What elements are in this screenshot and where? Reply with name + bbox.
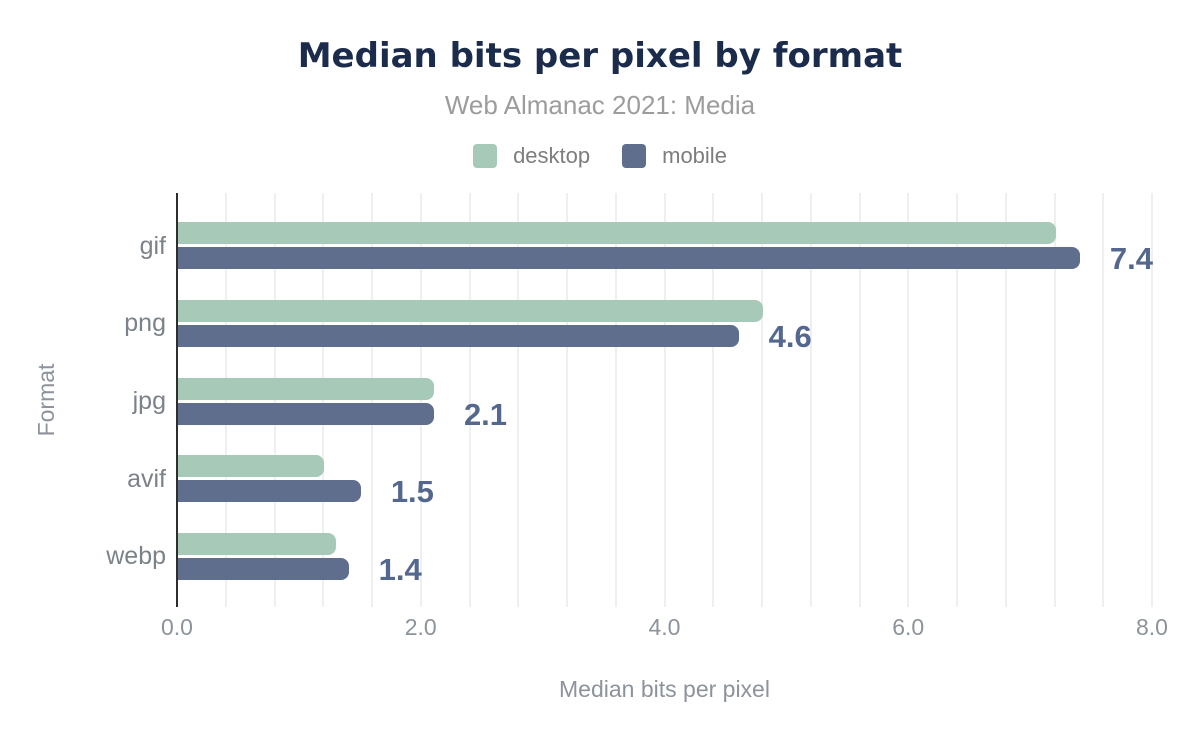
legend-item-desktop: desktop: [473, 143, 590, 169]
x-tick-0.0: 0.0: [161, 614, 193, 640]
bar-mobile-avif: [178, 480, 361, 503]
bar-desktop-gif: [178, 222, 1056, 245]
chart-title: Median bits per pixel by format: [297, 36, 903, 76]
gridline: [858, 193, 861, 607]
gridline: [1102, 193, 1105, 607]
gridline: [224, 193, 227, 607]
gridline: [761, 193, 763, 607]
x-tick-2.0: 2.0: [404, 614, 437, 640]
category-label-gif: gif: [139, 231, 166, 260]
category-label-avif: avif: [127, 464, 166, 493]
plot-area: [176, 193, 1153, 607]
x-tick-4.0: 4.0: [648, 614, 681, 640]
bar-mobile-gif: [178, 247, 1080, 270]
legend-swatch-mobile-icon: [622, 144, 647, 168]
value-label-jpg: 2.1: [463, 396, 508, 432]
bar-desktop-webp: [178, 532, 337, 555]
bar-desktop-avif: [178, 455, 325, 478]
bar-desktop-png: [178, 299, 763, 322]
gridline: [517, 193, 520, 607]
gridline: [371, 193, 373, 607]
bar-desktop-jpg: [178, 377, 434, 400]
x-tick-6.0: 6.0: [892, 614, 925, 640]
gridline: [1151, 193, 1153, 607]
gridline: [614, 193, 617, 607]
value-label-webp: 1.4: [378, 551, 422, 587]
gridline: [419, 193, 422, 607]
legend-item-mobile: mobile: [622, 143, 727, 169]
gridline: [273, 193, 276, 607]
value-label-png: 4.6: [768, 318, 812, 354]
x-axis-title: Median bits per pixel: [559, 676, 770, 702]
chart-subtitle: Web Almanac 2021: Media: [444, 90, 756, 120]
gridline: [663, 193, 666, 607]
category-label-png: png: [124, 309, 166, 338]
legend-swatch-desktop-icon: [473, 144, 498, 168]
gridline: [907, 193, 910, 607]
x-tick-8.0: 8.0: [1136, 614, 1168, 640]
legend: desktop mobile: [0, 142, 1200, 170]
category-label-webp: webp: [106, 542, 166, 571]
gridline: [1004, 193, 1007, 607]
y-axis-line: [176, 193, 178, 607]
gridline: [468, 193, 471, 607]
gridline: [956, 193, 958, 607]
gridline: [809, 193, 812, 607]
category-label-jpg: jpg: [132, 387, 166, 415]
legend-label-mobile: mobile: [662, 143, 727, 168]
legend-label-desktop: desktop: [513, 143, 591, 168]
gridline: [712, 193, 715, 607]
gridline: [1053, 193, 1056, 607]
gridline: [322, 193, 325, 607]
bar-mobile-webp: [178, 557, 349, 580]
value-label-avif: 1.5: [390, 474, 434, 510]
gridline: [566, 193, 568, 607]
bar-mobile-png: [178, 324, 739, 347]
value-label-gif: 7.4: [1109, 241, 1153, 277]
bar-mobile-jpg: [178, 402, 434, 425]
